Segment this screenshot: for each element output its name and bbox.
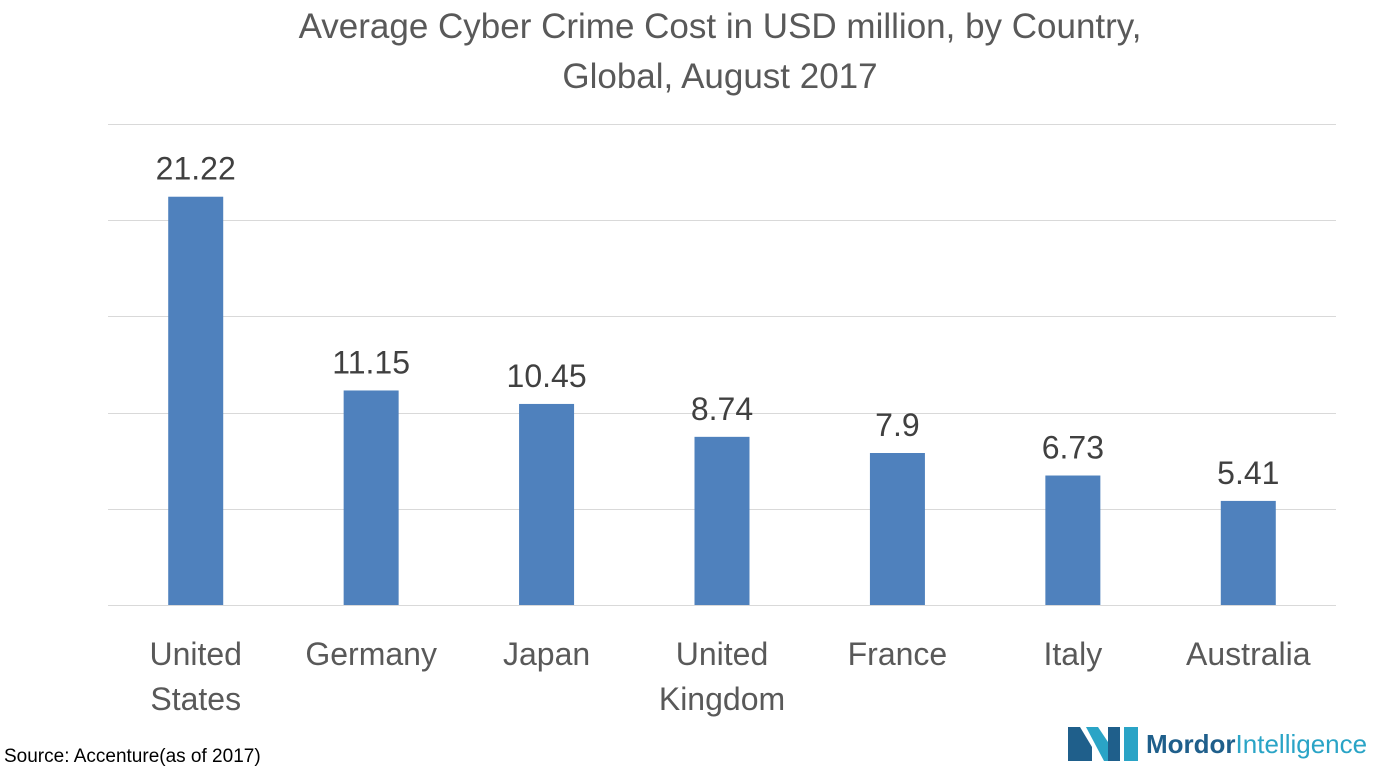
mordor-logo-mark-icon	[1068, 727, 1138, 761]
bar	[869, 453, 925, 605]
category-label: United States	[149, 636, 242, 717]
source-note: Source: Accenture(as of 2017)	[4, 746, 261, 767]
data-label: 5.41	[1217, 455, 1279, 491]
logo-word-mordor: Mordor	[1146, 729, 1236, 759]
category-label-line: States	[150, 681, 241, 717]
bar	[694, 436, 750, 605]
bar	[519, 403, 575, 605]
category-label: Australia	[1186, 636, 1311, 672]
category-label: Japan	[503, 636, 590, 672]
data-label: 11.15	[332, 344, 410, 380]
category-label: United Kingdom	[659, 636, 785, 717]
category-label-line: Japan	[503, 636, 590, 672]
bar	[1220, 500, 1276, 605]
logo-word-intelligence: Intelligence	[1235, 729, 1368, 759]
category-labels: United States Germany Japan United Kingdom Fra…	[149, 636, 1310, 717]
data-label: 7.9	[875, 407, 919, 443]
data-label: 21.22	[156, 151, 236, 187]
data-label: 10.45	[507, 358, 587, 394]
bars	[168, 196, 1276, 605]
logo-wordmark: MordorIntelligence	[1146, 724, 1367, 764]
category-label-line: United	[149, 636, 242, 672]
value-labels: 21.22 11.15 10.45 8.74 7.9 6.73 5.41	[156, 151, 1280, 491]
category-label: Germany	[305, 636, 437, 672]
category-label: France	[848, 636, 948, 672]
data-label: 8.74	[691, 391, 753, 427]
data-label: 6.73	[1042, 430, 1104, 466]
chart-title-line-1: Average Cyber Crime Cost in USD million,…	[298, 7, 1142, 46]
category-label: Italy	[1044, 636, 1103, 672]
chart-title: Average Cyber Crime Cost in USD million,…	[150, 2, 1290, 102]
category-label-line: Germany	[305, 636, 437, 672]
bar	[343, 390, 399, 605]
mordor-intelligence-logo: MordorIntelligence	[1068, 724, 1367, 764]
chart-title-line-2: Global, August 2017	[562, 57, 878, 96]
category-label-line: United	[676, 636, 769, 672]
bar	[1045, 475, 1101, 605]
category-label-line: Italy	[1044, 636, 1103, 672]
bar	[168, 196, 224, 605]
category-label-line: France	[848, 636, 948, 672]
category-label-line: Kingdom	[659, 681, 785, 717]
category-label-line: Australia	[1186, 636, 1311, 672]
